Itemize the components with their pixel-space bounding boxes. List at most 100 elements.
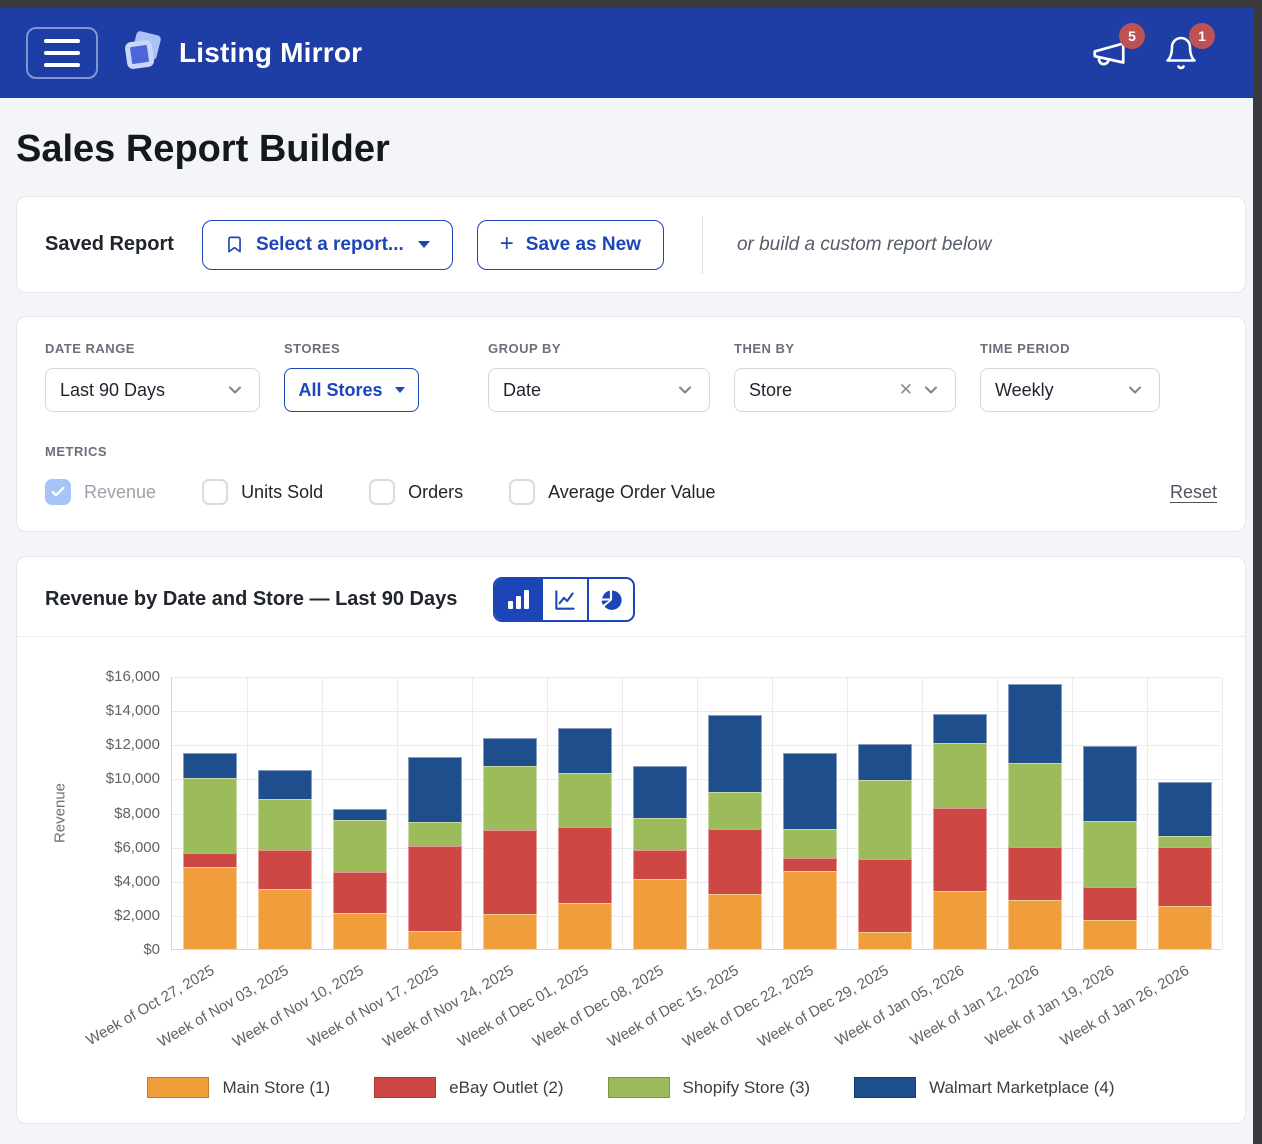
bar-segment[interactable] xyxy=(1082,745,1137,822)
bar-segment[interactable] xyxy=(1157,905,1212,949)
gridline-horizontal xyxy=(172,745,1221,747)
bar-segment[interactable] xyxy=(1007,847,1062,901)
bar-segment[interactable] xyxy=(407,931,462,949)
bar-segment[interactable] xyxy=(407,757,462,822)
bar-segment[interactable] xyxy=(1157,846,1212,906)
megaphone-icon xyxy=(1093,42,1125,66)
bar-segment[interactable] xyxy=(182,752,237,779)
bar-segment[interactable] xyxy=(707,893,762,949)
stores-select-button[interactable]: All Stores xyxy=(284,368,419,412)
group-by-select[interactable]: Date xyxy=(488,368,710,412)
bar-segment[interactable] xyxy=(1157,836,1212,847)
bar-segment[interactable] xyxy=(1082,821,1137,887)
line-chart-toggle-button[interactable] xyxy=(541,579,587,620)
bar-segment[interactable] xyxy=(782,752,837,829)
bar-segment[interactable] xyxy=(1082,920,1137,949)
menu-button[interactable] xyxy=(26,27,98,79)
bar-segment[interactable] xyxy=(257,798,312,851)
bar-segment[interactable] xyxy=(632,817,687,851)
bar-segment[interactable] xyxy=(482,738,537,767)
then-by-select[interactable]: Store ✕ xyxy=(734,368,956,412)
bar-segment[interactable] xyxy=(557,902,612,949)
bar-segment[interactable] xyxy=(257,769,312,799)
bar-segment[interactable] xyxy=(932,808,987,891)
bell-icon xyxy=(1166,36,1196,70)
y-tick-label: $12,000 xyxy=(105,736,160,754)
bar-segment[interactable] xyxy=(707,792,762,829)
gridline-vertical xyxy=(547,677,548,949)
metric-checkbox-orders[interactable]: Orders xyxy=(369,479,463,505)
metric-checkbox-average-order-value[interactable]: Average Order Value xyxy=(509,479,716,505)
checkbox xyxy=(202,479,229,505)
bar-segment[interactable] xyxy=(1007,900,1062,949)
pie-chart-toggle-button[interactable] xyxy=(587,579,633,620)
bar-segment[interactable] xyxy=(932,891,987,949)
bar-segment[interactable] xyxy=(632,879,687,949)
metrics-label: METRICS xyxy=(45,444,107,459)
bar-segment[interactable] xyxy=(332,809,387,821)
bar-segment[interactable] xyxy=(782,871,837,949)
bar-segment[interactable] xyxy=(857,780,912,859)
bar-chart-toggle-button[interactable] xyxy=(495,579,542,620)
bar-segment[interactable] xyxy=(857,744,912,781)
legend-item[interactable]: eBay Outlet (2) xyxy=(374,1077,564,1098)
caret-down-icon xyxy=(417,241,430,248)
bar-segment[interactable] xyxy=(257,889,312,949)
date-range-select[interactable]: Last 90 Days xyxy=(45,368,260,412)
bar-segment[interactable] xyxy=(482,914,537,949)
bar-segment[interactable] xyxy=(857,858,912,932)
bar-segment[interactable] xyxy=(182,778,237,853)
bar-segment[interactable] xyxy=(407,845,462,932)
announcements-button[interactable]: 5 xyxy=(1089,23,1145,72)
notifications-button[interactable]: 1 xyxy=(1163,23,1215,72)
bar-segment[interactable] xyxy=(1007,683,1062,764)
x-tick-label: Week of Jan 05, 2026 xyxy=(832,962,967,1050)
bar-segment[interactable] xyxy=(707,828,762,894)
legend-item[interactable]: Shopify Store (3) xyxy=(607,1077,811,1098)
bar-segment[interactable] xyxy=(782,857,837,872)
legend-item[interactable]: Main Store (1) xyxy=(147,1077,330,1098)
bar-segment[interactable] xyxy=(1157,781,1212,837)
bar-segment[interactable] xyxy=(782,828,837,858)
chart-body: Revenue $0 $2,000 $4,000 $6,000 $8,000 $10,00… xyxy=(17,637,1245,1098)
bar-segment[interactable] xyxy=(707,715,762,793)
bar-segment[interactable] xyxy=(182,867,237,949)
time-period-select[interactable]: Weekly xyxy=(980,368,1160,412)
stores-label: STORES xyxy=(284,341,341,356)
reset-link[interactable]: Reset xyxy=(1169,481,1217,502)
bar-segment[interactable] xyxy=(332,872,387,914)
bar-segment[interactable] xyxy=(257,850,312,890)
metric-checkbox-revenue[interactable]: Revenue xyxy=(45,479,156,505)
saved-report-card: Saved Report Select a report... + Save a… xyxy=(16,196,1246,293)
bar-segment[interactable] xyxy=(482,830,537,915)
bar-segment[interactable] xyxy=(1082,886,1137,920)
select-report-button[interactable]: Select a report... xyxy=(201,219,453,270)
bar-segment[interactable] xyxy=(332,820,387,873)
legend-label: Shopify Store (3) xyxy=(682,1077,811,1097)
x-tick-label: Week of Nov 17, 2025 xyxy=(305,962,442,1051)
bar-segment[interactable] xyxy=(557,728,612,774)
bar-segment[interactable] xyxy=(632,850,687,880)
save-as-new-button[interactable]: + Save as New xyxy=(476,219,664,270)
bar-segment[interactable] xyxy=(1007,763,1062,848)
bar-segment[interactable] xyxy=(932,743,987,809)
x-tick-label: Week of Nov 10, 2025 xyxy=(230,962,367,1051)
chart-title: Revenue by Date and Store — Last 90 Days xyxy=(45,588,458,610)
metrics-row: Revenue Units Sold Orders Average Order … xyxy=(45,479,1217,505)
bar-segment[interactable] xyxy=(557,773,612,828)
brand[interactable]: Listing Mirror xyxy=(124,30,362,73)
bar-segment[interactable] xyxy=(332,913,387,949)
legend-item[interactable]: Walmart Marketplace (4) xyxy=(854,1077,1115,1098)
gridline-vertical xyxy=(1072,677,1073,949)
bar-segment[interactable] xyxy=(932,714,987,744)
bar-segment[interactable] xyxy=(857,931,912,949)
bar-segment[interactable] xyxy=(632,765,687,818)
bar-segment[interactable] xyxy=(482,766,537,831)
bar-stack xyxy=(857,744,912,949)
bar-segment[interactable] xyxy=(182,852,237,868)
bar-segment[interactable] xyxy=(407,821,462,846)
chart-header: Revenue by Date and Store — Last 90 Days xyxy=(17,557,1245,637)
metric-checkbox-units-sold[interactable]: Units Sold xyxy=(202,479,323,505)
clear-icon[interactable]: ✕ xyxy=(898,380,913,399)
bar-segment[interactable] xyxy=(557,827,612,903)
